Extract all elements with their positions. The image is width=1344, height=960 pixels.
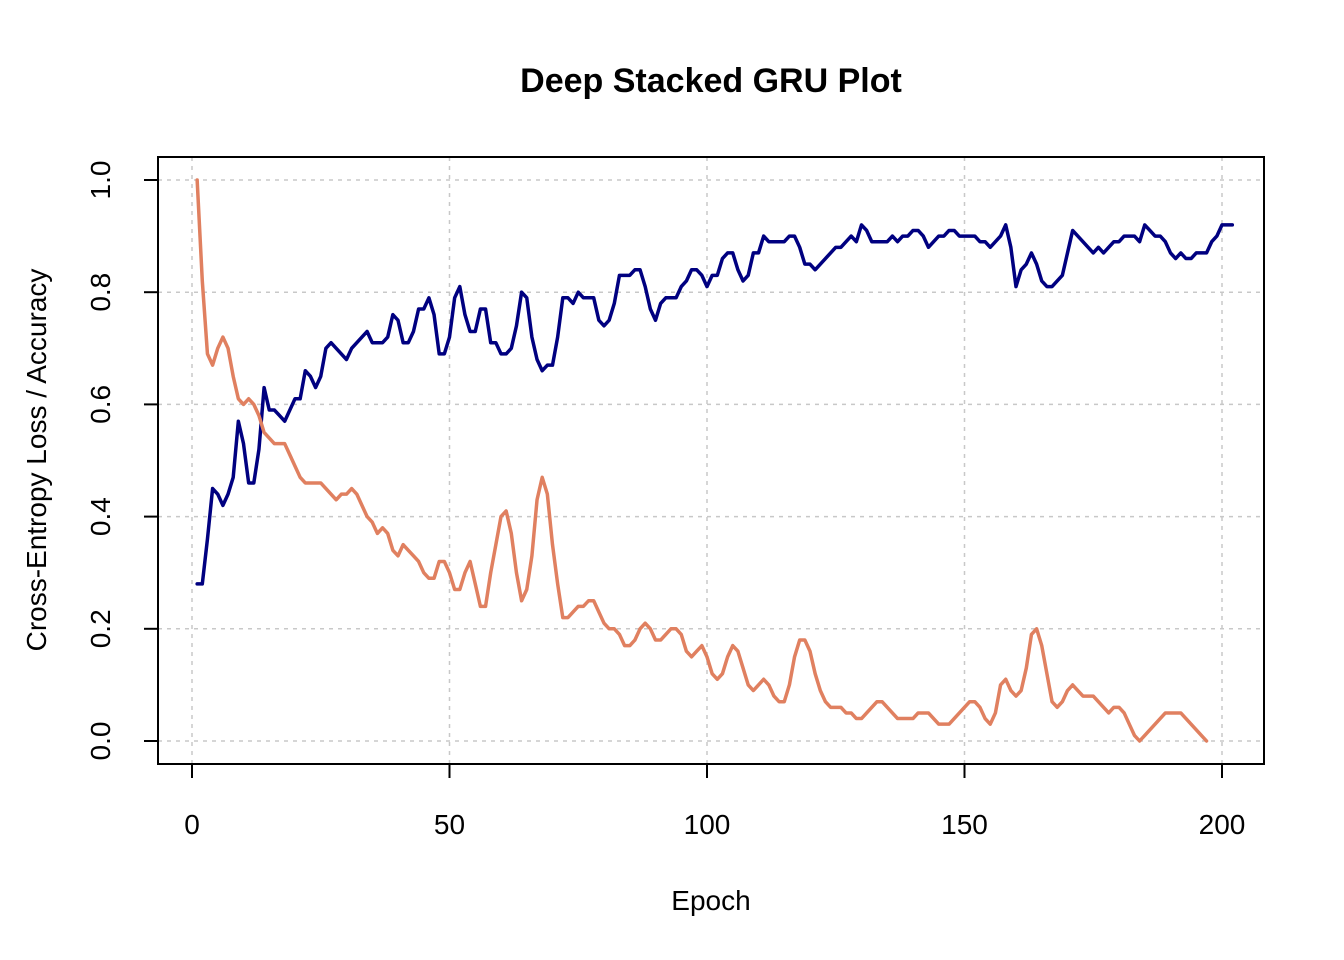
y-tick-label: 1.0 — [85, 161, 116, 200]
y-tick-label: 0.4 — [85, 497, 116, 536]
x-tick-label: 50 — [434, 809, 465, 840]
x-tick-label: 200 — [1199, 809, 1246, 840]
series-line-1 — [195, 223, 1235, 586]
y-axis-label: Cross-Entropy Loss / Accuracy — [21, 269, 52, 652]
series-line-2 — [195, 178, 1209, 743]
x-axis: 0 50 100 150 200 — [184, 763, 1246, 840]
y-tick-label: 0.8 — [85, 273, 116, 312]
x-tick-label: 150 — [941, 809, 988, 840]
x-tick-label: 0 — [184, 809, 200, 840]
x-tick-label: 100 — [684, 809, 731, 840]
grid-lines — [158, 157, 1264, 764]
y-axis: 0.0 0.2 0.4 0.6 0.8 1.0 — [85, 161, 159, 761]
y-tick-label: 0.6 — [85, 385, 116, 424]
y-tick-label: 0.2 — [85, 609, 116, 648]
y-tick-label: 0.0 — [85, 722, 116, 761]
series-layer — [195, 178, 1235, 743]
x-axis-label: Epoch — [671, 885, 750, 916]
chart-title: Deep Stacked GRU Plot — [520, 62, 902, 100]
